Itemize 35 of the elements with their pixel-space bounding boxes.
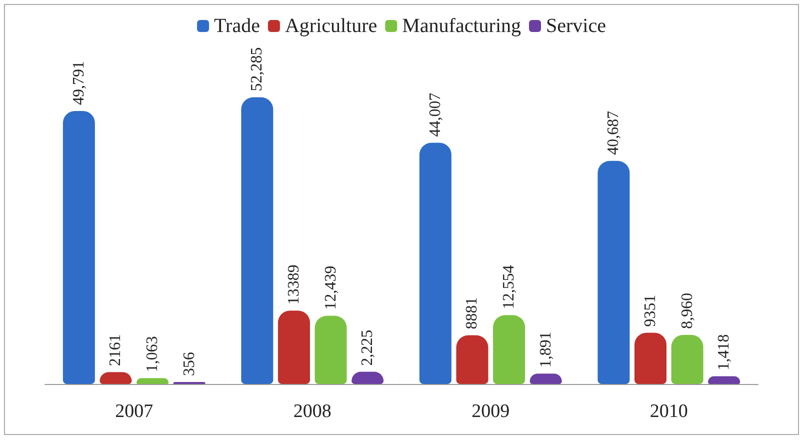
data-label: 8,960 xyxy=(678,292,696,329)
bar xyxy=(136,378,169,384)
data-label: 52,285 xyxy=(248,47,266,92)
data-label: 13389 xyxy=(285,264,302,305)
x-tick-label: 2010 xyxy=(650,401,688,422)
bar xyxy=(241,97,274,384)
bar xyxy=(493,315,526,384)
bar xyxy=(671,334,704,384)
legend-label: Agriculture xyxy=(284,15,378,37)
legend-label: Service xyxy=(546,15,606,37)
bar xyxy=(419,142,452,384)
data-label: 8881 xyxy=(464,297,481,330)
data-label: 1,063 xyxy=(144,336,162,372)
data-label: 9351 xyxy=(642,294,659,327)
data-label: 2161 xyxy=(107,334,124,366)
data-label: 1,891 xyxy=(537,332,554,368)
bar xyxy=(598,160,630,384)
data-label: 12,554 xyxy=(500,265,518,310)
x-tick-label: 2007 xyxy=(115,401,154,422)
legend-label: Manufacturing xyxy=(402,15,522,37)
data-label: 44,007 xyxy=(426,92,444,137)
data-label: 2,225 xyxy=(359,330,376,366)
bar xyxy=(456,335,488,384)
bar xyxy=(62,110,95,384)
data-label: 49,791 xyxy=(70,60,88,105)
data-label: 356 xyxy=(180,352,198,376)
data-label: 12,439 xyxy=(322,266,340,310)
data-label: 40,687 xyxy=(605,110,622,155)
bar xyxy=(634,332,666,384)
bar xyxy=(314,316,347,384)
bar xyxy=(278,310,310,384)
x-tick-label: 2008 xyxy=(293,401,332,422)
x-tick-label: 2009 xyxy=(472,401,510,422)
legend-label: Trade xyxy=(214,15,260,37)
data-label: 1,418 xyxy=(716,334,733,370)
